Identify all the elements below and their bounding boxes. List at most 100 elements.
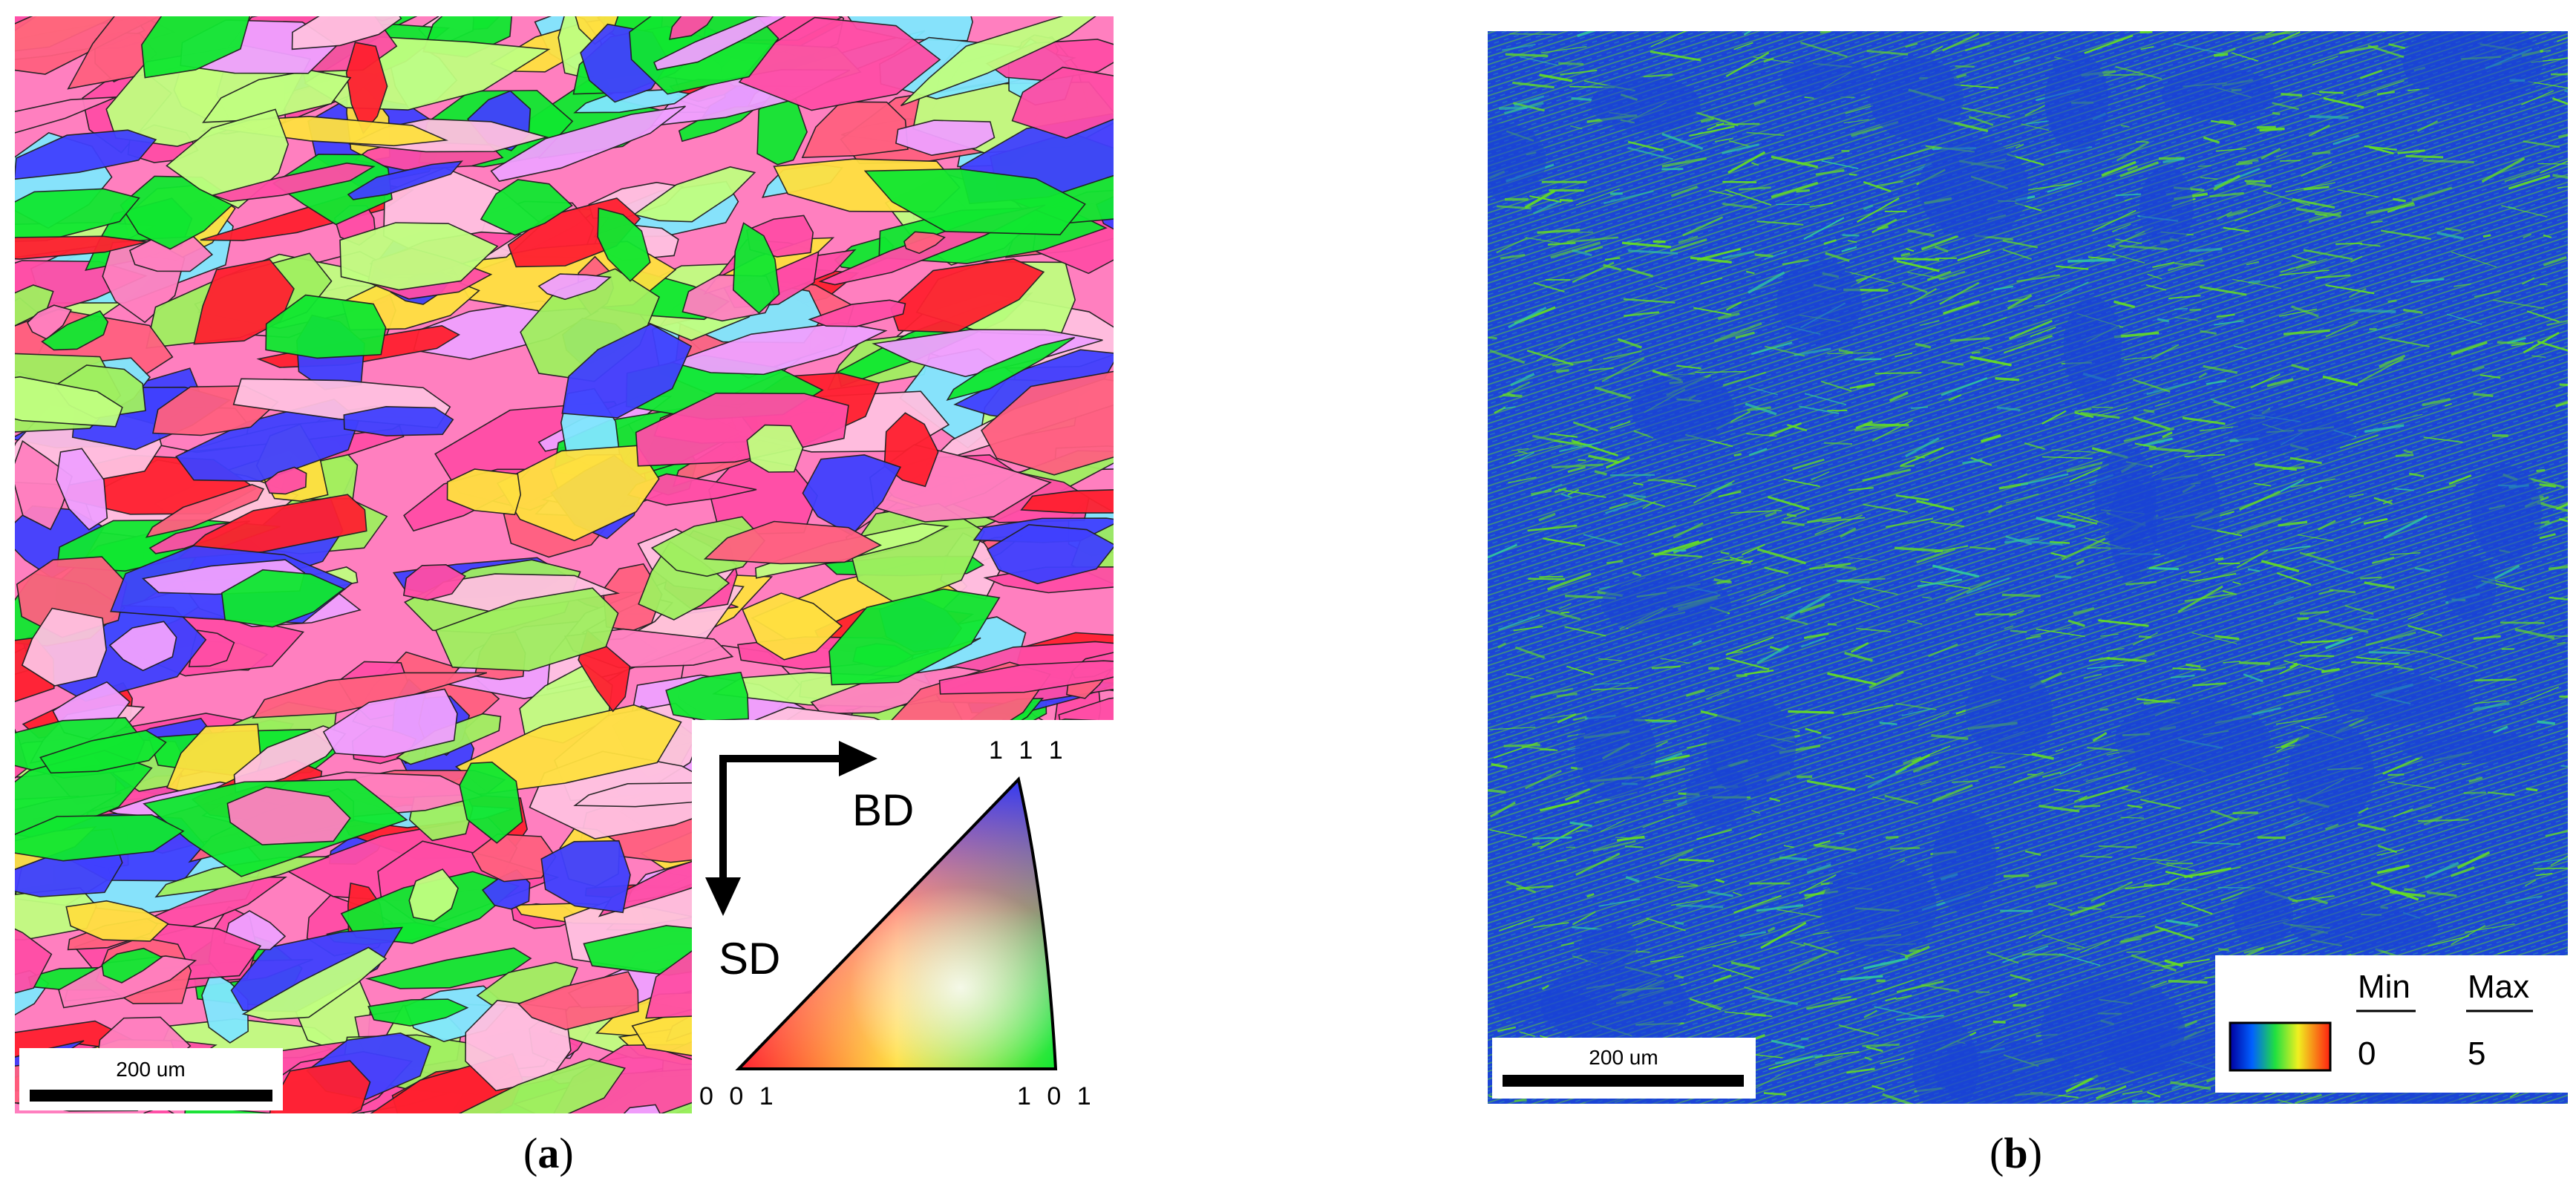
kam-streak (1586, 893, 1595, 898)
kam-streak (2315, 213, 2328, 217)
kam-streak (2298, 534, 2334, 542)
kam-streak (2531, 355, 2546, 359)
kam-streak (2277, 937, 2298, 946)
kam-streak (1642, 500, 1656, 509)
kam-streak (2287, 865, 2330, 874)
kam-streak (2448, 474, 2472, 485)
kam-streak (2497, 341, 2526, 345)
kam-streak (1549, 433, 1578, 438)
kam-streak (1871, 419, 1913, 442)
kam-streak (1771, 1039, 1805, 1049)
ipf-grain (889, 258, 1045, 333)
kam-streak (2079, 939, 2111, 954)
kam-low-patch (1821, 858, 1937, 958)
ipf-grain (895, 120, 996, 157)
kam-streak (2468, 776, 2483, 783)
kam-streak (2423, 436, 2463, 443)
kam-streak (1570, 125, 1583, 130)
kam-streak (1895, 995, 1912, 1001)
kam-streak (2084, 34, 2134, 54)
kam-streak (2136, 85, 2145, 91)
kam-low-patch (1580, 926, 1637, 967)
kam-streak (1900, 446, 1944, 467)
kam-streak (1776, 909, 1821, 918)
kam-streak (1540, 799, 1580, 812)
ipf-grain (900, 16, 1114, 107)
kam-streak (2260, 147, 2281, 160)
kam-streak (2301, 161, 2333, 177)
kam-streak (1806, 863, 1831, 874)
ipf-grain (480, 179, 573, 236)
kam-streak (1949, 337, 1990, 342)
kam-streak (2007, 294, 2033, 310)
kam-streak (1896, 1015, 1944, 1021)
kam-streak (2389, 891, 2426, 897)
kam-streak (1692, 640, 1702, 645)
caption-b-letter: b (2004, 1129, 2028, 1177)
kam-max-value: 5 (2468, 1035, 2485, 1072)
kam-streak (1739, 186, 1771, 191)
kam-streak (1505, 53, 1549, 57)
kam-streak (2098, 408, 2128, 416)
kam-streak (1722, 250, 1755, 260)
kam-streak (2344, 604, 2374, 615)
kam-low-patch (2094, 447, 2157, 549)
kam-streak (2191, 632, 2237, 644)
kam-streak (1541, 984, 1549, 990)
kam-streak (2403, 308, 2423, 314)
kam-streak (2246, 181, 2272, 188)
kam-streak (2237, 517, 2282, 534)
kam-streak (1943, 300, 1980, 315)
ipf-grain (802, 454, 902, 537)
ipf-corner-111: 1 1 1 (989, 736, 1068, 765)
kam-low-patch (2401, 731, 2539, 764)
kam-streak (2024, 850, 2041, 857)
kam-streak (1670, 238, 1707, 252)
ipf-orientation-map: 200 um BD SD 1 1 1 0 0 1 1 0 (15, 16, 1114, 1113)
ipf-corner-101: 1 0 1 (1017, 1082, 1096, 1110)
kam-streak (1856, 383, 1875, 389)
kam-low-patch (2139, 166, 2194, 249)
kam-streak (1560, 942, 1575, 946)
ipf-grain (540, 840, 631, 914)
kam-streak (2004, 335, 2053, 354)
kam-streak (1513, 625, 1543, 632)
kam-streak (2364, 581, 2395, 589)
kam-streak (1749, 833, 1762, 840)
kam-streak (1557, 713, 1577, 724)
kam-streak (1488, 543, 1518, 559)
kam-streak (2254, 482, 2272, 487)
ipf-grain (65, 900, 169, 942)
kam-streak (2192, 682, 2226, 687)
kam-streak (2427, 485, 2456, 494)
kam-streak (1862, 1043, 1900, 1047)
kam-streak (2301, 640, 2335, 644)
kam-streak (2035, 881, 2058, 889)
kam-streak (2356, 79, 2405, 97)
kam-low-patch (1590, 76, 1701, 131)
kam-streak (2359, 69, 2383, 79)
kam-streak (1852, 598, 1880, 609)
kam-streak (2067, 946, 2081, 951)
kam-streak (2236, 549, 2269, 569)
kam-streak (2280, 260, 2317, 273)
ipf-grain (322, 688, 458, 758)
kam-streak (1955, 65, 1975, 68)
kam-streak (1605, 499, 1645, 514)
kam-streak (1743, 31, 1752, 36)
kam-streak (2497, 949, 2511, 955)
kam-streak (1863, 1009, 1878, 1018)
kam-streak (2445, 227, 2462, 232)
kam-streak (1705, 690, 1730, 700)
kam-streak (2521, 90, 2554, 105)
kam-streak (1970, 456, 1993, 466)
kam-streak (1558, 62, 1584, 66)
kam-streak (2276, 745, 2289, 753)
bd-axis-label: BD (852, 785, 914, 835)
kam-streak (1536, 338, 1575, 361)
kam-streak (2096, 1085, 2127, 1100)
kam-streak (1919, 320, 1940, 327)
kam-streak (2279, 269, 2330, 276)
kam-streak (2304, 186, 2330, 191)
ipf-grain (444, 1058, 627, 1113)
